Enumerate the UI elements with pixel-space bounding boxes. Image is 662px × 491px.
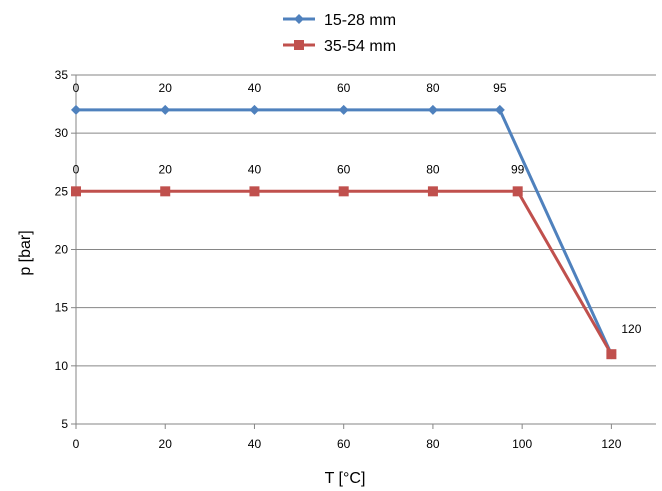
data-labels: 0 20 40 60 80 95 0 20 40 60 80 99 120 [73,81,642,336]
data-label: 60 [337,81,351,95]
series-line-1 [76,189,613,355]
y-tick-label: 30 [55,126,69,140]
legend-square-marker [294,40,304,50]
data-label: 95 [493,81,507,95]
y-tick-label: 35 [55,68,69,82]
data-point-diamond [71,104,81,115]
data-label: 40 [248,81,262,95]
x-tick-label: 80 [426,437,440,451]
y-tick-labels: 5 10 15 20 25 30 35 [55,68,69,431]
series-layer [71,104,617,360]
y-tick-label: 25 [55,184,69,198]
legend-item-1: 35-54 mm [283,38,396,55]
data-point-square [338,186,349,197]
legend-diamond-marker [294,14,304,24]
x-tick-label: 0 [73,437,80,451]
data-label: 0 [73,162,80,176]
data-point-square [427,186,438,197]
data-point-square [606,349,617,360]
y-axis-title: p [bar] [17,230,34,275]
data-point-diamond [427,104,438,115]
data-label: 80 [426,81,440,95]
data-label: 0 [73,81,80,95]
data-point-diamond [249,104,260,115]
gridlines [76,74,656,367]
data-label: 120 [621,322,641,336]
x-tick-label: 60 [337,437,351,451]
data-point-square [160,186,171,197]
legend-label-1: 35-54 mm [324,38,396,55]
x-axis-title: T [°C] [325,470,366,487]
y-tick-label: 15 [55,301,69,315]
data-point-diamond [494,104,505,115]
data-point-diamond [160,104,171,115]
x-tick-label: 120 [601,437,621,451]
y-tick-label: 20 [55,243,69,257]
series-line-0 [76,108,613,355]
data-point-diamond [338,104,349,115]
x-tick-label: 20 [159,437,173,451]
legend-label-0: 15-28 mm [324,12,396,29]
data-label: 20 [159,162,173,176]
data-label: 99 [511,162,525,176]
data-label: 40 [248,162,262,176]
data-point-square [512,186,523,197]
data-label: 20 [159,81,173,95]
data-point-square [249,186,260,197]
legend: 15-28 mm 35-54 mm [283,12,396,55]
data-label: 80 [426,162,440,176]
x-tick-label: 40 [248,437,262,451]
x-tick-labels: 0 20 40 60 80 100 120 [73,437,622,451]
y-tick-label: 10 [55,359,69,373]
y-tick-label: 5 [61,417,68,431]
data-point-square [71,186,81,197]
axes [71,74,656,429]
legend-item-0: 15-28 mm [283,12,396,29]
x-tick-label: 100 [512,437,532,451]
data-label: 60 [337,162,351,176]
